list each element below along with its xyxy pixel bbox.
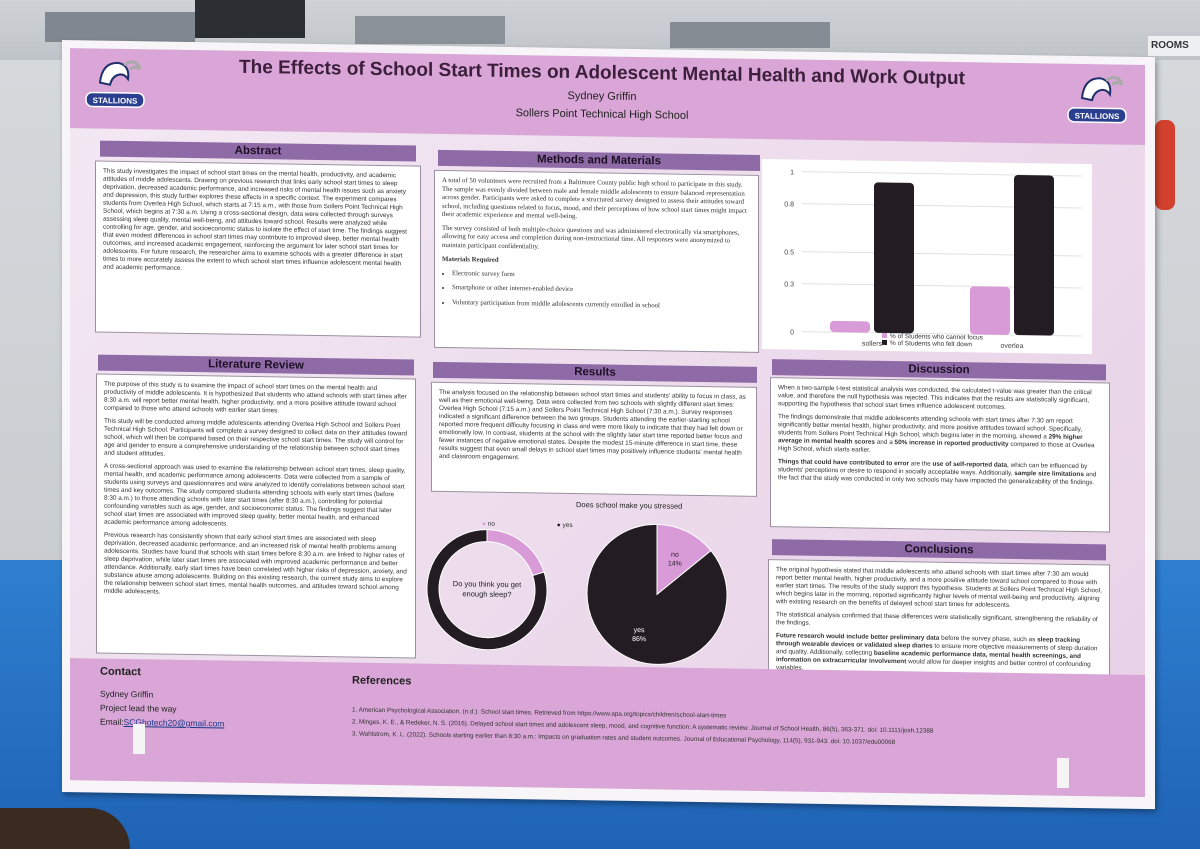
results-text: The analysis focused on the relationship… — [439, 388, 746, 462]
references-heading: References — [352, 674, 412, 688]
discussion-paragraph-1: When a two-sample t-test statistical ana… — [778, 384, 1092, 411]
x-tick-label: sollers — [862, 341, 883, 348]
literature-paragraph-1: The purpose of this study is to examine … — [104, 380, 407, 415]
methods-paragraph-1: A total of 50 volunteers were recruited … — [442, 176, 747, 221]
stallions-logo-right: STALLIONS — [1067, 75, 1127, 124]
background-person — [1155, 120, 1175, 210]
stress-pie-chart: no 14% yes 86% — [586, 523, 728, 665]
materials-list: Electronic survey form Smartphone or oth… — [442, 269, 751, 311]
conclusions-paragraph-2: The statistical analysis confirmed that … — [776, 611, 1098, 627]
gridline — [802, 171, 1082, 177]
abstract-box: This study investigates the impact of sc… — [95, 160, 421, 338]
hand — [0, 808, 130, 849]
pie-label: no — [671, 552, 679, 559]
wall-tv — [195, 0, 305, 38]
logo-text: STALLIONS — [93, 96, 138, 106]
pie-label: 86% — [632, 636, 646, 643]
y-tick-label: 0 — [790, 329, 794, 336]
legend-dot: ● — [556, 521, 561, 529]
legend-swatch — [882, 332, 887, 338]
discussion-text: are the — [909, 460, 933, 468]
materials-item: Smartphone or other internet-enabled dev… — [452, 284, 751, 297]
poster-stand — [1057, 758, 1069, 788]
discussion-paragraph-2: The findings demonstrate that middle ado… — [778, 413, 1102, 458]
abstract-text: This study investigates the impact of sc… — [103, 167, 407, 272]
donut-slice — [486, 529, 545, 577]
y-tick-label: 1 — [790, 169, 794, 176]
pie-slice — [656, 523, 712, 596]
donut-center-line-1: Do you think you get — [453, 579, 522, 589]
legend-swatch — [882, 339, 887, 345]
conclusions-paragraph-1: The original hypothesis stated that midd… — [776, 566, 1102, 609]
y-tick-label: 0.3 — [784, 281, 794, 288]
materials-item: Voluntary participation from middle adol… — [452, 299, 751, 312]
discussion-box: When a two-sample t-test statistical ana… — [770, 377, 1110, 533]
discussion-paragraph-3: Things that could have contributed to er… — [778, 458, 1102, 487]
methods-paragraph-2: The survey consisted of both multiple-ch… — [442, 224, 740, 250]
literature-paragraph-3: A cross-sectional approach was used to e… — [104, 462, 406, 528]
legend-label: % of Students who felt down — [890, 340, 973, 349]
methods-box: A total of 50 volunteers were recruited … — [434, 169, 759, 353]
bar — [830, 320, 870, 333]
pie-label: 14% — [668, 561, 682, 568]
discussion-text: The findings demonstrate that middle ado… — [778, 413, 1083, 441]
x-tick-label: overlea — [1001, 343, 1024, 350]
contact-heading: Contact — [100, 665, 141, 679]
sleep-donut-chart: Do you think you get enough sleep? — [426, 529, 548, 651]
literature-paragraph-2: This study will be conducted among middl… — [104, 417, 408, 458]
discussion-highlight: sample size limitations — [1014, 469, 1084, 479]
discussion-text: and a — [876, 438, 895, 447]
contact-name: Sydney Griffin — [100, 688, 154, 700]
bar — [1014, 175, 1054, 336]
materials-heading: Materials Required — [442, 255, 499, 264]
logo-text: STALLIONS — [1075, 111, 1120, 121]
literature-paragraph-4: Previous research has consistently shown… — [104, 531, 407, 596]
poster-board: STALLIONS STALLIONS The Effects of Schoo… — [62, 40, 1155, 810]
poster-stand — [133, 724, 145, 754]
donut-slice — [426, 529, 548, 651]
wall-window — [670, 22, 830, 48]
y-tick-label: 0.8 — [784, 201, 794, 208]
bar-chart: 0 0.3 0.5 0.8 1 sollers overlea — [762, 158, 1092, 355]
discussion-highlight: 50% increase in reported productivity — [894, 439, 1009, 448]
y-tick-label: 0.5 — [784, 249, 794, 256]
email-label: Email: — [100, 716, 124, 727]
bar — [970, 286, 1010, 335]
wall-window — [45, 12, 195, 42]
discussion-highlight: use of self-reported data — [932, 460, 1008, 469]
restrooms-sign: ROOMS — [1148, 36, 1200, 56]
literature-box: The purpose of this study is to examine … — [96, 373, 416, 659]
donut-center-line-2: enough sleep? — [462, 589, 511, 599]
results-box: The analysis focused on the relationship… — [431, 381, 757, 497]
pie-label: yes — [634, 627, 645, 634]
pie-slice — [586, 523, 728, 665]
contact-email-row: Email:SCGhotech20@gmail.com — [100, 717, 224, 729]
legend-label: yes — [562, 521, 573, 530]
stallions-logo-left: STALLIONS — [85, 60, 145, 108]
bar — [874, 182, 914, 334]
contact-program: Project lead the way — [100, 702, 177, 714]
wall-window — [355, 16, 505, 44]
materials-item: Electronic survey form — [452, 270, 751, 283]
